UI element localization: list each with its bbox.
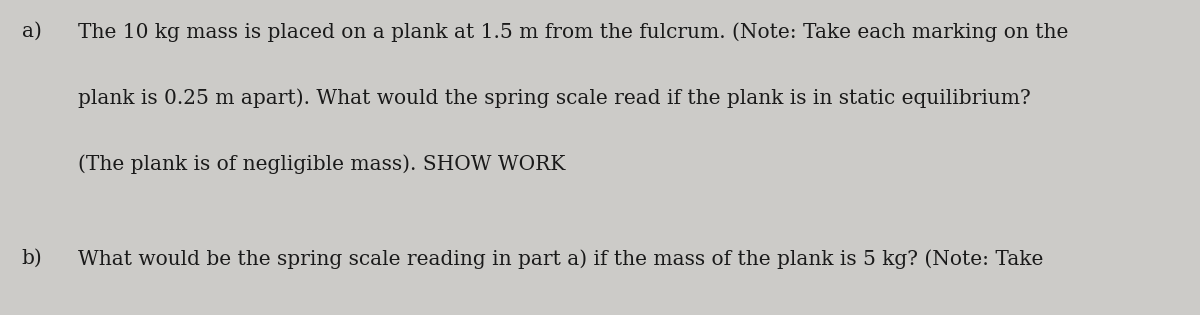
Text: plank is 0.25 m apart). What would the spring scale read if the plank is in stat: plank is 0.25 m apart). What would the s… [78,88,1031,108]
Text: What would be the spring scale reading in part a) if the mass of the plank is 5 : What would be the spring scale reading i… [78,249,1043,268]
Text: a): a) [22,22,42,41]
Text: b): b) [22,249,42,268]
Text: (The plank is of negligible mass). SHOW WORK: (The plank is of negligible mass). SHOW … [78,154,565,174]
Text: The 10 kg mass is placed on a plank at 1.5 m from the fulcrum. (Note: Take each : The 10 kg mass is placed on a plank at 1… [78,22,1068,42]
